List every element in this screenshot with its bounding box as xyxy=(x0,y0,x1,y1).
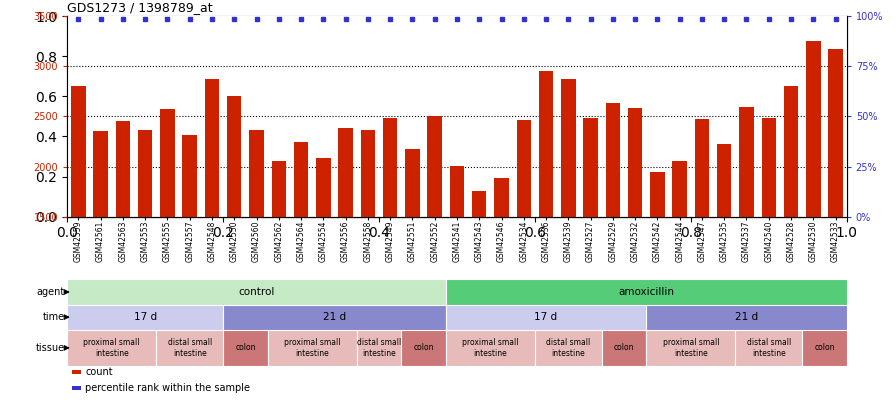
Bar xyxy=(802,330,847,366)
Bar xyxy=(446,305,646,330)
Text: GDS1273 / 1398789_at: GDS1273 / 1398789_at xyxy=(67,1,213,14)
Bar xyxy=(357,330,401,366)
Bar xyxy=(736,330,802,366)
Bar xyxy=(516,120,531,217)
Bar xyxy=(156,330,223,366)
Text: count: count xyxy=(85,367,113,377)
Text: distal small
intestine: distal small intestine xyxy=(547,338,590,358)
Bar xyxy=(650,172,665,217)
Bar xyxy=(383,118,398,217)
Bar xyxy=(762,118,776,217)
Text: agent: agent xyxy=(36,287,65,297)
Bar xyxy=(67,330,156,366)
Bar xyxy=(602,330,646,366)
Bar xyxy=(739,107,754,217)
Text: time: time xyxy=(42,312,65,322)
Bar xyxy=(672,160,687,217)
Bar xyxy=(294,143,308,217)
Bar xyxy=(646,330,736,366)
Bar xyxy=(138,130,152,217)
Bar xyxy=(472,191,487,217)
Text: 17 d: 17 d xyxy=(535,312,557,322)
Text: distal small
intestine: distal small intestine xyxy=(746,338,791,358)
Bar xyxy=(606,103,620,217)
Bar xyxy=(561,79,575,217)
Bar xyxy=(446,279,847,305)
Bar xyxy=(67,305,223,330)
Bar xyxy=(806,41,821,217)
Text: tissue: tissue xyxy=(35,343,65,353)
Bar xyxy=(450,166,464,217)
Bar xyxy=(249,130,263,217)
Text: 21 d: 21 d xyxy=(735,312,758,322)
Bar xyxy=(405,149,419,217)
Text: distal small
intestine: distal small intestine xyxy=(357,338,401,358)
Bar xyxy=(223,330,268,366)
Bar xyxy=(694,119,710,217)
Text: colon: colon xyxy=(235,343,255,352)
Bar xyxy=(828,49,843,217)
Text: proximal small
intestine: proximal small intestine xyxy=(462,338,519,358)
Text: colon: colon xyxy=(814,343,835,352)
Bar xyxy=(583,118,598,217)
Text: proximal small
intestine: proximal small intestine xyxy=(83,338,140,358)
Bar xyxy=(271,160,286,217)
Text: 17 d: 17 d xyxy=(134,312,157,322)
Text: proximal small
intestine: proximal small intestine xyxy=(662,338,719,358)
Bar xyxy=(535,330,602,366)
Bar xyxy=(183,136,197,217)
Bar xyxy=(223,305,446,330)
Bar xyxy=(538,71,554,217)
Bar xyxy=(116,122,130,217)
Text: colon: colon xyxy=(413,343,434,352)
Bar xyxy=(628,109,642,217)
Bar xyxy=(227,96,242,217)
Bar xyxy=(268,330,357,366)
Bar xyxy=(360,130,375,217)
Bar xyxy=(316,158,331,217)
Bar xyxy=(93,132,108,217)
Bar xyxy=(339,128,353,217)
Bar xyxy=(67,279,446,305)
Bar xyxy=(71,86,86,217)
Text: amoxicillin: amoxicillin xyxy=(618,287,675,297)
Bar xyxy=(446,330,535,366)
Bar xyxy=(784,86,798,217)
Bar xyxy=(427,117,442,217)
Bar xyxy=(717,143,731,217)
Text: control: control xyxy=(238,287,275,297)
Bar xyxy=(646,305,847,330)
Text: distal small
intestine: distal small intestine xyxy=(168,338,211,358)
Bar xyxy=(495,177,509,217)
Bar xyxy=(160,109,175,217)
Text: percentile rank within the sample: percentile rank within the sample xyxy=(85,383,250,393)
Text: proximal small
intestine: proximal small intestine xyxy=(284,338,340,358)
Text: 21 d: 21 d xyxy=(323,312,346,322)
Text: colon: colon xyxy=(614,343,634,352)
Bar xyxy=(204,79,220,217)
Bar xyxy=(401,330,446,366)
